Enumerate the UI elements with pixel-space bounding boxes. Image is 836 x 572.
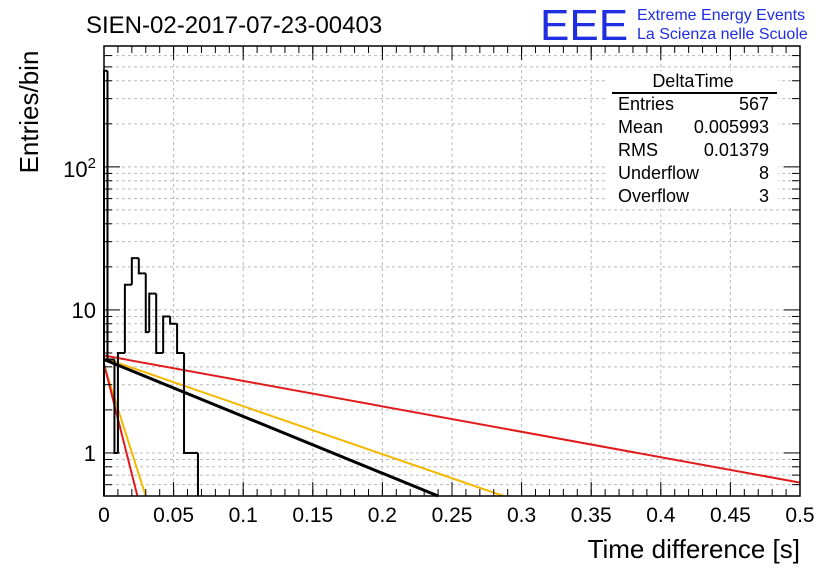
histogram-bars: [103, 69, 199, 496]
plot-frame: [103, 45, 801, 497]
fit-curve: [103, 354, 801, 484]
stats-label-rms: RMS: [618, 140, 658, 160]
fit-curve: [103, 364, 147, 497]
histogram-bin: [155, 293, 160, 354]
histogram-bin: [162, 315, 167, 353]
y-tick-label: 1: [84, 441, 96, 466]
fit-curve: [103, 363, 139, 497]
stats-value-underflow: 8: [759, 163, 769, 183]
stats-value-overflow: 3: [759, 186, 769, 206]
x-tick-label: 0.45: [710, 504, 751, 527]
y-axis-title: Entries/bin: [14, 51, 44, 174]
x-tick-label: 0.25: [432, 504, 473, 527]
x-tick-label: 0.15: [292, 504, 333, 527]
y-tick-label: 102: [63, 155, 96, 182]
histogram-bin: [148, 292, 153, 333]
x-tick-label: 0.3: [507, 504, 536, 527]
stats-value-rms: 0.01379: [704, 140, 769, 160]
stats-value-mean: 0.005993: [694, 117, 769, 137]
fit-curves: [103, 354, 801, 498]
y-tick-label: 10: [72, 298, 96, 323]
fit-curve: [103, 358, 439, 498]
stats-label-mean: Mean: [618, 117, 663, 137]
x-tick-label: 0.4: [646, 504, 676, 527]
stats-label-entries: Entries: [618, 94, 674, 114]
x-tick-label: 0: [98, 504, 110, 527]
stats-label-underflow: Underflow: [618, 163, 700, 183]
eee-logo-line2: La Scienza nelle Scuole: [637, 26, 808, 43]
eee-logo-mark: EEE: [540, 1, 628, 50]
run-title: SIEN-02-2017-07-23-00403: [86, 12, 382, 39]
histogram-bin: [176, 323, 181, 354]
histogram-bin: [144, 273, 150, 334]
stats-value-entries: 567: [739, 94, 769, 114]
eee-logo: EEE Extreme Energy Events La Scienza nel…: [540, 1, 808, 50]
x-tick-label: 0.35: [571, 504, 612, 527]
eee-logo-line1: Extreme Energy Events: [637, 7, 805, 24]
x-tick-labels: 0 0.05 0.1 0.15 0.2 0.25 0.3 0.35 0.4 0.45 0.5: [98, 504, 814, 527]
histogram-bin: [169, 316, 174, 325]
x-tick-label: 0.2: [368, 504, 397, 527]
stats-box-title: DeltaTime: [652, 71, 733, 91]
x-tick-label: 0.5: [785, 504, 814, 527]
histogram-bin: [130, 257, 136, 285]
stats-label-overflow: Overflow: [618, 186, 690, 206]
histogram-bin: [116, 351, 122, 453]
x-tick-label: 0.1: [229, 504, 258, 527]
fit-curve: [103, 357, 504, 497]
x-tick-label: 0.05: [153, 504, 194, 527]
histogram-bin: [123, 283, 129, 353]
stats-box: DeltaTime Entries 567 Mean 0.005993 RMS …: [608, 71, 778, 207]
y-tick-labels: 1 10 102: [63, 155, 96, 466]
histogram-bin: [183, 352, 188, 454]
histogram-bin: [137, 258, 143, 275]
x-axis-title: Time difference [s]: [588, 534, 800, 564]
